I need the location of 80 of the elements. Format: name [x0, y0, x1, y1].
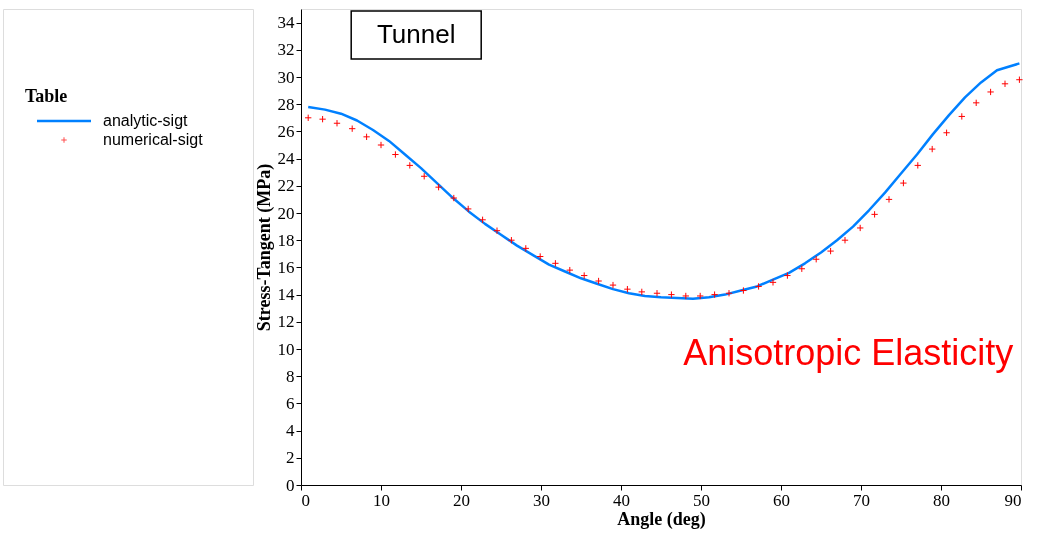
legend-label: numerical-sigt: [103, 131, 204, 148]
x-tick-label: 10: [373, 490, 390, 510]
annotation: Anisotropic Elasticity: [683, 332, 1014, 373]
line-series: [306, 62, 1021, 300]
point: [450, 194, 458, 202]
y-axis-title: Stress-Tangent (MPa): [253, 163, 275, 332]
point: [536, 252, 544, 261]
point: [1001, 80, 1009, 88]
point: [318, 115, 327, 123]
point: [638, 288, 646, 296]
point: [856, 224, 864, 232]
point: [885, 195, 893, 204]
point: [522, 244, 530, 253]
point: [682, 292, 690, 300]
y-tick-label: 0: [286, 475, 295, 495]
point: [942, 129, 951, 137]
y-tick-label: 6: [286, 393, 295, 413]
point: [870, 210, 879, 219]
point: [580, 271, 588, 280]
y-tick-label: 30: [277, 67, 295, 87]
point: [507, 236, 516, 244]
x-tick-label: 0: [301, 490, 310, 510]
point: [826, 247, 835, 255]
y-tick-label: 24: [277, 149, 295, 169]
y-tick-label: 4: [286, 421, 295, 441]
y-tick-label: 32: [277, 40, 295, 60]
point: [1015, 76, 1024, 84]
point: [464, 205, 472, 213]
point: [623, 285, 632, 293]
point: [493, 227, 501, 235]
point: [841, 236, 849, 244]
point: [739, 286, 748, 295]
y-tick-label: 26: [277, 121, 295, 141]
point: [609, 281, 617, 289]
y-tick-label: 8: [286, 366, 295, 386]
y-tick-label: 34: [277, 13, 295, 33]
point: [783, 271, 792, 280]
point: [914, 161, 922, 170]
annotation: Tunnel: [376, 19, 456, 49]
point: [333, 119, 341, 127]
y-tick-label: 20: [277, 203, 295, 223]
x-tick-label: 20: [453, 490, 470, 510]
point: [566, 266, 574, 274]
x-axis-title: Angle (deg): [617, 508, 706, 530]
point: [725, 289, 733, 297]
point: [406, 161, 414, 170]
x-tick-label: 70: [853, 490, 870, 510]
point: [478, 216, 487, 224]
legend-title: Table: [25, 86, 68, 106]
point: [377, 141, 385, 149]
x-tick-label: 60: [773, 490, 790, 510]
point: [551, 259, 560, 267]
y-tick-label: 22: [277, 176, 295, 196]
point: [667, 290, 676, 299]
y-tick-label: 18: [277, 230, 295, 250]
y-tick-label: 16: [277, 257, 295, 277]
legend-label: analytic-sigt: [103, 112, 189, 129]
point: [958, 112, 966, 121]
x-tick-label: 90: [1004, 490, 1022, 510]
y-tick-label: 14: [277, 285, 295, 305]
x-tick-label: 80: [933, 490, 950, 510]
x-tick-label: 30: [533, 490, 550, 510]
point: [434, 183, 443, 191]
y-tick-label: 2: [286, 448, 295, 468]
point: [594, 277, 603, 285]
x-tick-label: 40: [613, 490, 630, 510]
point: [362, 133, 371, 141]
point: [696, 292, 704, 300]
point: [653, 289, 661, 297]
y-tick-label: 28: [277, 94, 295, 114]
point: [754, 282, 763, 291]
y-tick-label: 12: [277, 312, 295, 332]
point: [928, 145, 936, 153]
point: [899, 179, 908, 187]
y-tick-label: 10: [277, 339, 295, 359]
point: [710, 290, 719, 299]
point: [986, 88, 995, 96]
x-tick-label: 50: [693, 490, 710, 510]
point: [769, 278, 777, 287]
point: [391, 150, 400, 159]
